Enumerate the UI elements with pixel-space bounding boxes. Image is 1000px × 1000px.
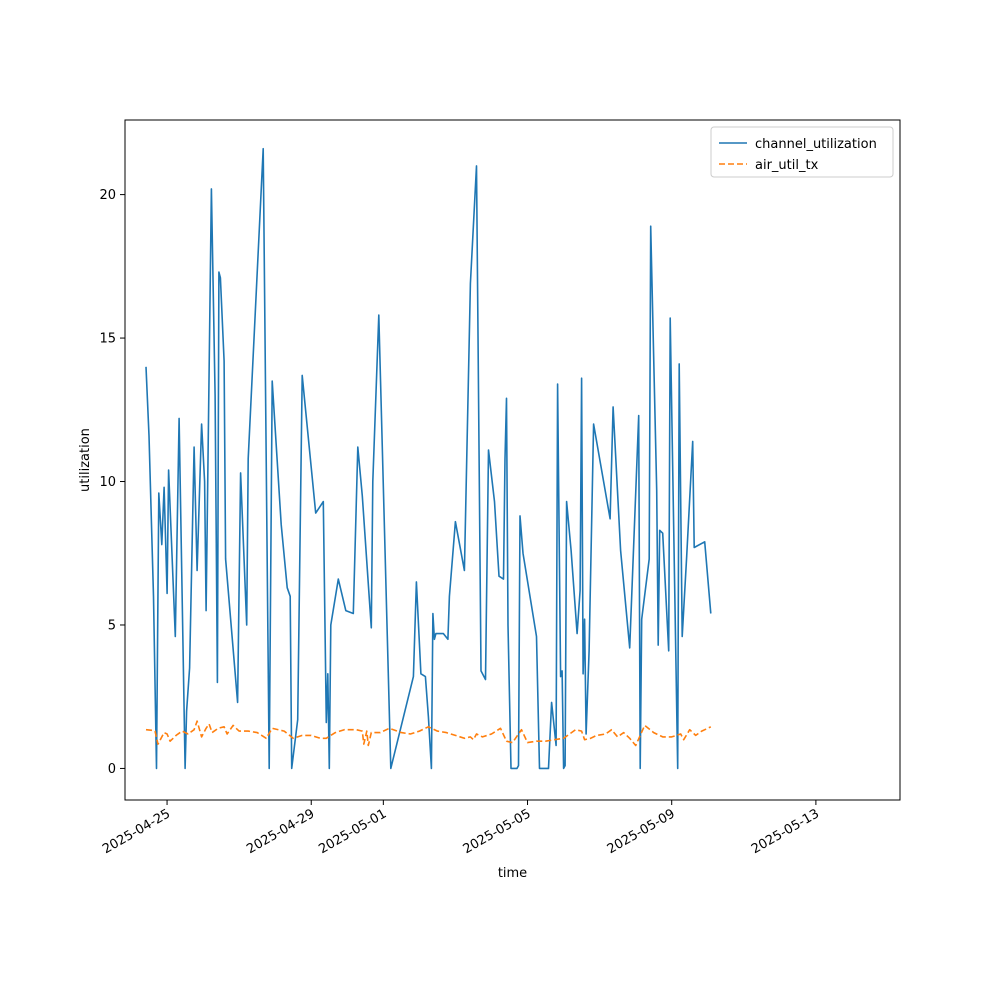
y-ticks: 0 5 10 15 20 [99, 188, 125, 777]
y-tick-label: 20 [99, 188, 116, 203]
series-line-channel_utilization [145, 147, 712, 770]
y-tick-label: 15 [99, 332, 116, 347]
y-tick-label: 5 [108, 618, 116, 633]
series-layer [145, 147, 712, 770]
legend: channel_utilization air_util_tx [710, 126, 894, 178]
legend-box [710, 126, 894, 178]
axes-layer [124, 119, 901, 801]
y-axis-label: utilization [78, 428, 93, 492]
x-axis-label: time [498, 866, 527, 881]
legend-label-air_util_tx: air_util_tx [755, 158, 819, 173]
y-tick-label: 10 [99, 475, 116, 490]
legend-label-channel_utilization: channel_utilization [755, 137, 877, 152]
series-line-air_util_tx [145, 720, 712, 747]
plot-frame [124, 119, 901, 801]
y-tick-label: 0 [108, 762, 116, 777]
